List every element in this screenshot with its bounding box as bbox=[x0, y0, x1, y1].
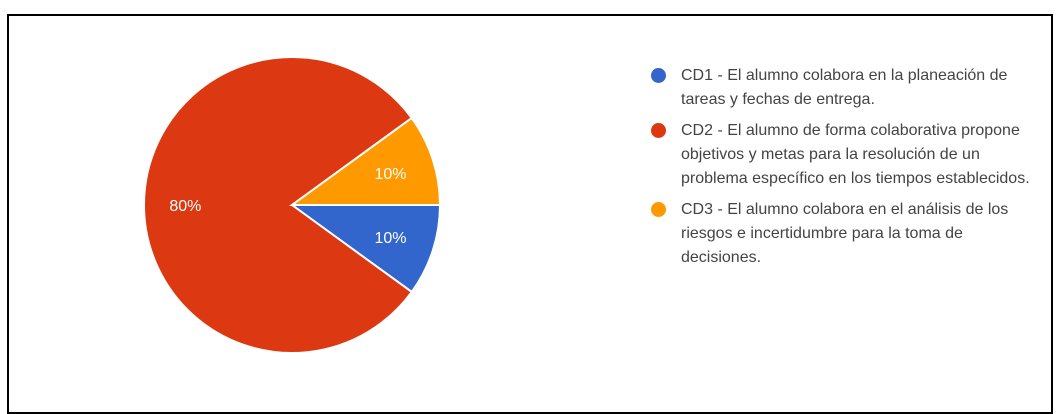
legend-item-cd1[interactable]: CD1 - El alumno colabora en la planeació… bbox=[649, 64, 1049, 112]
legend-swatch-cd1 bbox=[651, 68, 666, 83]
pie-slice-cd1[interactable] bbox=[288, 204, 442, 294]
legend-label-cd1: CD1 - El alumno colabora en la planeació… bbox=[681, 67, 1008, 108]
pie-chart: 10% 80% 10% bbox=[142, 56, 442, 354]
pie-label-cd1: 10% bbox=[374, 230, 406, 247]
pie-label-cd2: 80% bbox=[169, 198, 201, 215]
legend-item-cd2[interactable]: CD2 - El alumno de forma colaborativa pr… bbox=[649, 119, 1049, 191]
legend-swatch-cd3 bbox=[651, 202, 666, 217]
legend-item-cd3[interactable]: CD3 - El alumno colabora en el análisis … bbox=[649, 198, 1049, 270]
pie-label-cd3: 10% bbox=[374, 166, 406, 183]
legend: CD1 - El alumno colabora en la planeació… bbox=[649, 64, 1049, 277]
legend-label-cd2: CD2 - El alumno de forma colaborativa pr… bbox=[681, 122, 1030, 187]
legend-swatch-cd2 bbox=[651, 123, 666, 138]
chart-frame: 10% 80% 10% CD1 - El alumno colabora en la… bbox=[7, 14, 1053, 414]
legend-label-cd3: CD3 - El alumno colabora en el análisis … bbox=[681, 201, 1009, 266]
pie-slice-cd3[interactable] bbox=[288, 116, 442, 206]
pie-slice-cd2[interactable] bbox=[142, 56, 414, 354]
